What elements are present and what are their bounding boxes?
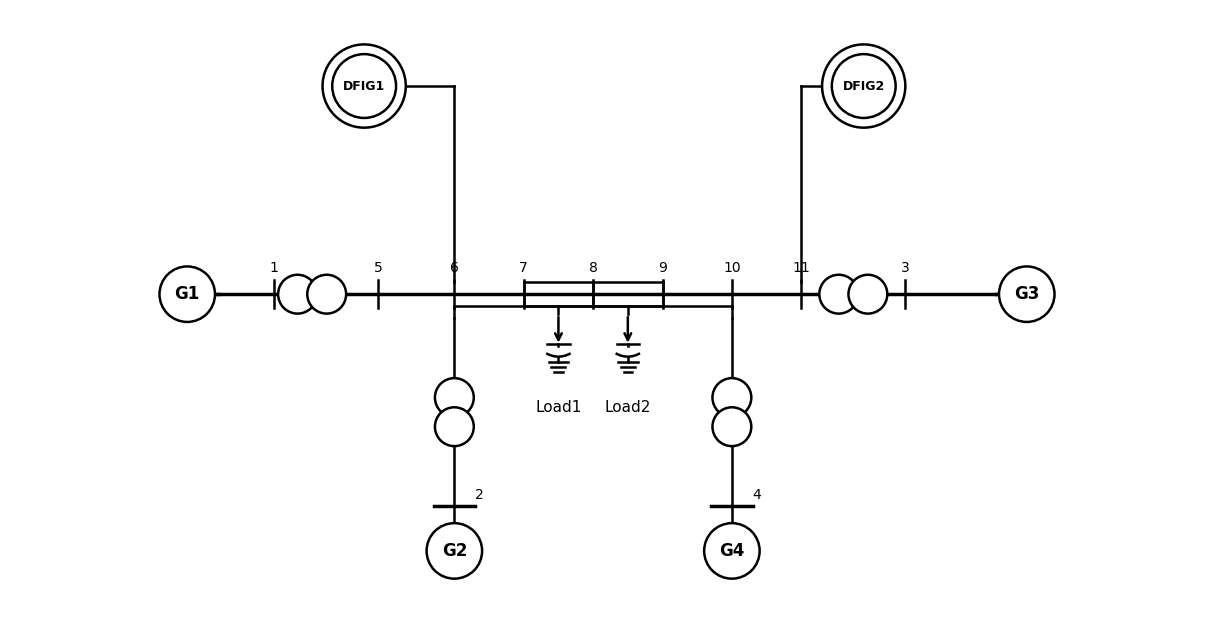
Text: DFIG1: DFIG1 bbox=[344, 79, 385, 93]
Text: 6: 6 bbox=[450, 261, 459, 275]
Text: 4: 4 bbox=[753, 488, 761, 502]
Circle shape bbox=[159, 266, 215, 322]
Circle shape bbox=[819, 275, 858, 314]
Circle shape bbox=[713, 407, 751, 446]
Text: G4: G4 bbox=[719, 542, 744, 560]
Circle shape bbox=[999, 266, 1055, 322]
Text: 10: 10 bbox=[724, 261, 741, 275]
Circle shape bbox=[849, 275, 887, 314]
Text: 5: 5 bbox=[374, 261, 382, 275]
Text: DFIG2: DFIG2 bbox=[843, 79, 885, 93]
Circle shape bbox=[426, 523, 482, 578]
Circle shape bbox=[278, 275, 317, 314]
Text: 1: 1 bbox=[270, 261, 278, 275]
Circle shape bbox=[307, 275, 346, 314]
Text: G1: G1 bbox=[175, 285, 200, 303]
Text: Load2: Load2 bbox=[605, 399, 651, 415]
Text: Load1: Load1 bbox=[535, 399, 582, 415]
Text: G2: G2 bbox=[442, 542, 467, 560]
Circle shape bbox=[713, 378, 751, 417]
Circle shape bbox=[435, 407, 473, 446]
Text: 11: 11 bbox=[793, 261, 810, 275]
Circle shape bbox=[323, 44, 405, 128]
Text: 2: 2 bbox=[475, 488, 484, 502]
Text: 9: 9 bbox=[658, 261, 666, 275]
Circle shape bbox=[333, 54, 396, 118]
Text: G3: G3 bbox=[1014, 285, 1039, 303]
Circle shape bbox=[822, 44, 906, 128]
Circle shape bbox=[704, 523, 760, 578]
Text: 3: 3 bbox=[901, 261, 909, 275]
Circle shape bbox=[832, 54, 896, 118]
Circle shape bbox=[435, 378, 473, 417]
Text: 8: 8 bbox=[589, 261, 597, 275]
Text: 7: 7 bbox=[520, 261, 528, 275]
